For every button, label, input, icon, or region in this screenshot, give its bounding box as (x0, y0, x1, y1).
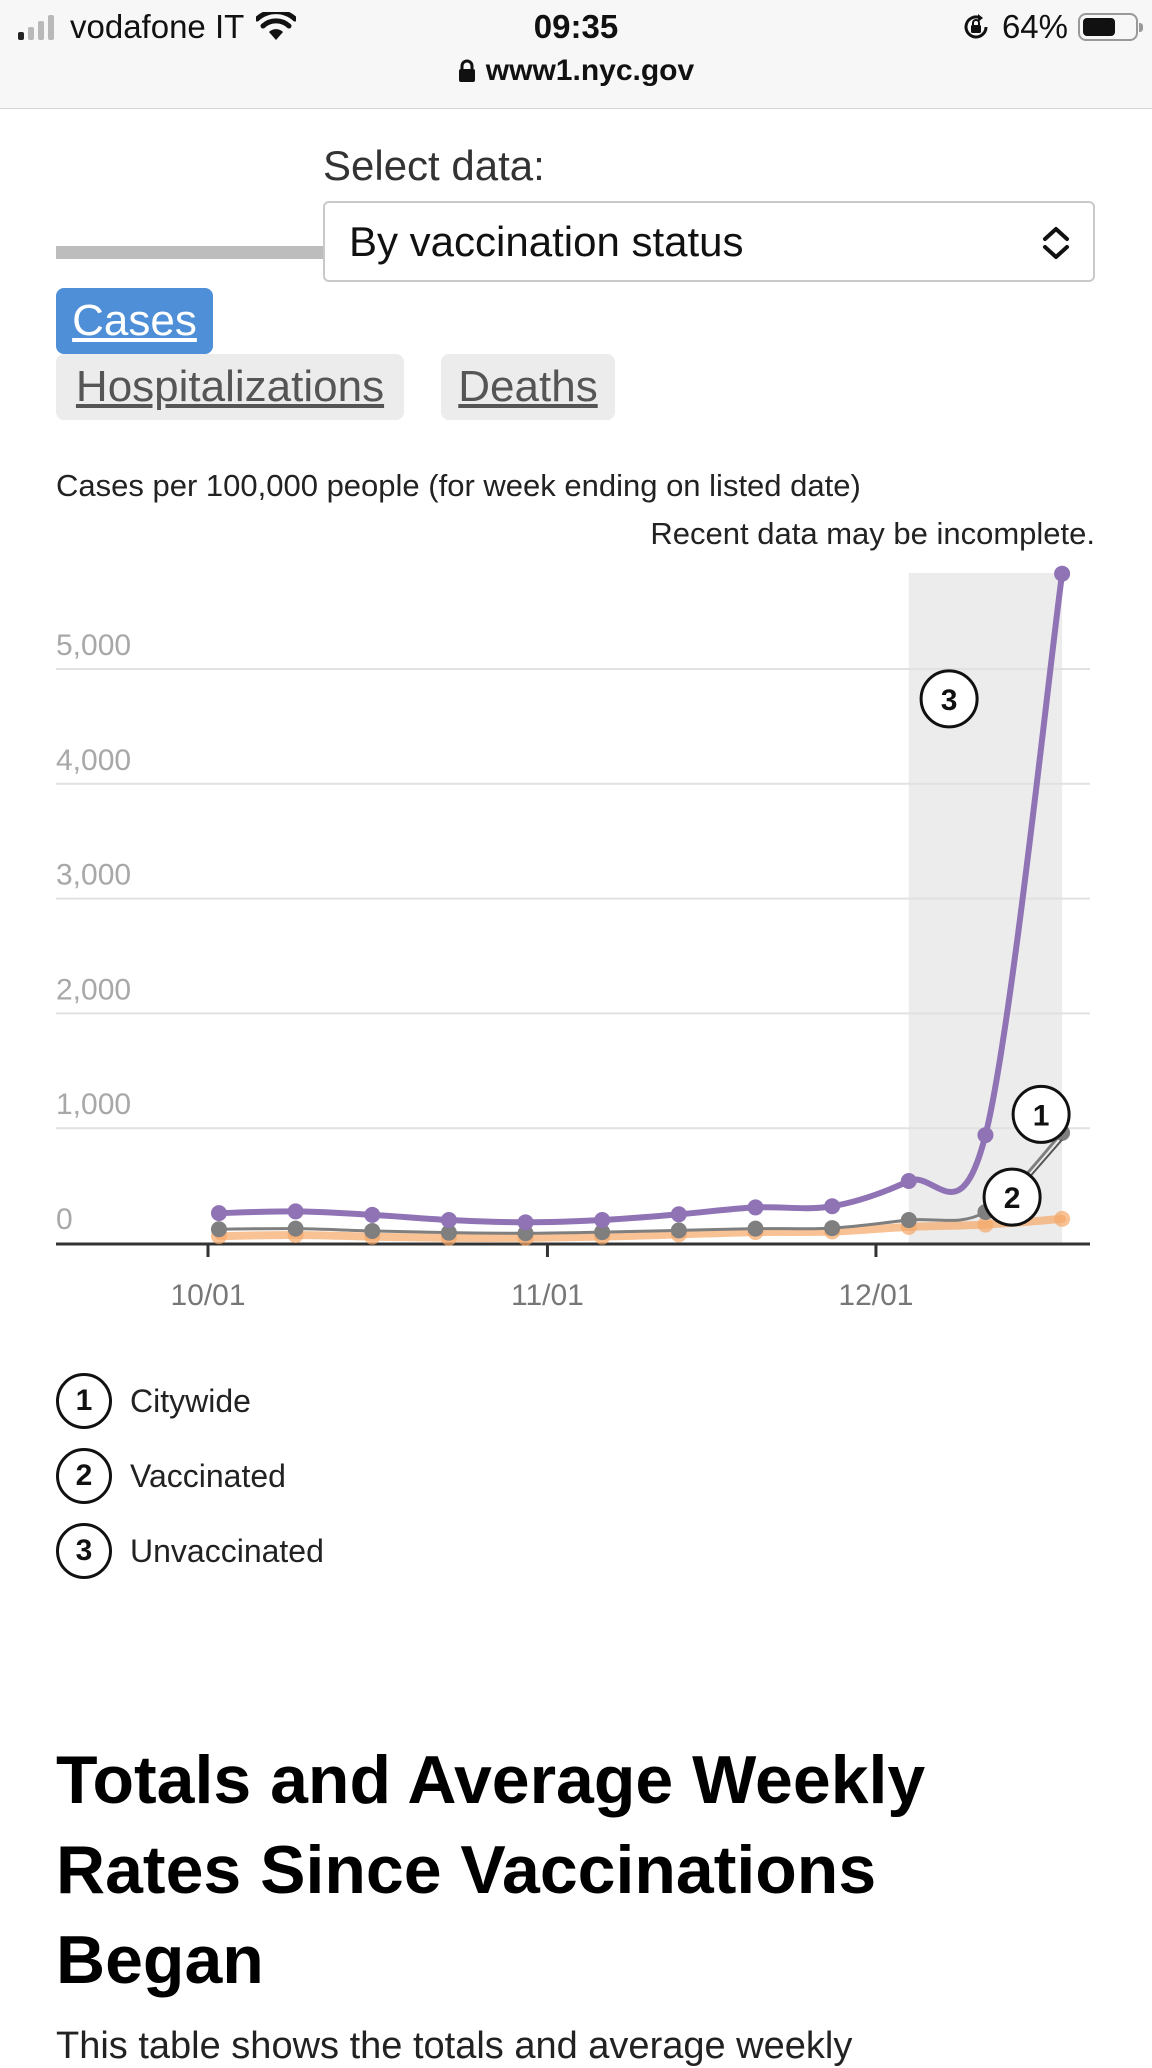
section-paragraph: This table shows the totals and average … (56, 2025, 853, 2067)
data-point-unvaccinated (440, 1212, 457, 1229)
data-point-unvaccinated (517, 1214, 534, 1231)
signal-icon (18, 14, 58, 40)
battery-icon (1078, 13, 1143, 41)
legend-number: 2 (56, 1448, 112, 1504)
status-time: 09:35 (533, 8, 619, 45)
data-point-unvaccinated (364, 1206, 381, 1223)
data-point-citywide (900, 1212, 917, 1229)
select-value: By vaccination status (349, 218, 744, 265)
rotation-lock-icon (964, 14, 988, 39)
legend-label: Vaccinated (130, 1457, 286, 1494)
chevron-updown-icon (1043, 227, 1069, 259)
legend-item-vaccinated: 2 Vaccinated (56, 1445, 324, 1507)
data-point-unvaccinated (210, 1205, 227, 1222)
legend-item-citywide: 1 Citywide (56, 1370, 324, 1432)
data-point-citywide (670, 1222, 687, 1239)
status-left: vodafone IT (18, 8, 297, 46)
status-right: 64% (962, 8, 1143, 46)
chart-legend: 1 Citywide 2 Vaccinated 3 Unvaccinated (56, 1370, 324, 1595)
x-tick-label: 12/01 (838, 1279, 913, 1312)
data-point-citywide (287, 1220, 304, 1237)
section-heading: Totals and Average Weekly Rates Since Va… (56, 1742, 926, 1998)
chart-title: Cases per 100,000 people (for week endin… (56, 468, 861, 503)
data-point-unvaccinated (1054, 565, 1071, 582)
y-tick-label: 2,000 (56, 973, 131, 1006)
data-point-unvaccinated (824, 1198, 841, 1215)
chart-note: Recent data may be incomplete. (650, 516, 1095, 551)
series-callout-circle (1011, 1084, 1071, 1144)
cases-line-chart: 0 1,000 2,000 3,000 4,000 5,000 10/01 11/01 12/0… (56, 565, 1090, 1312)
data-point-vaccinated (977, 1216, 994, 1233)
series-callout-number: 1 (1033, 1099, 1050, 1132)
y-tick-label: 1,000 (56, 1088, 131, 1121)
tab-hospitalizations[interactable]: Hospitalizations (56, 354, 404, 420)
battery-level (1083, 18, 1115, 36)
series-callout-number: 3 (941, 684, 958, 717)
url-text: www1.nyc.gov (485, 54, 695, 87)
x-tick-label: 11/01 (511, 1279, 584, 1312)
y-tick-label: 3,000 (56, 859, 131, 892)
data-point-unvaccinated (287, 1203, 304, 1220)
tab-cases[interactable]: Cases (56, 288, 213, 354)
data-point-unvaccinated (977, 1127, 994, 1144)
data-point-unvaccinated (670, 1206, 687, 1223)
address-bar[interactable]: www1.nyc.gov (0, 54, 1152, 88)
legend-label: Unvaccinated (130, 1532, 324, 1569)
data-point-citywide (824, 1220, 841, 1237)
legend-number: 3 (56, 1523, 112, 1579)
data-point-unvaccinated (747, 1199, 764, 1216)
tab-deaths[interactable]: Deaths (441, 354, 615, 420)
legend-number: 1 (56, 1373, 112, 1429)
slider-track (56, 246, 324, 259)
data-select[interactable]: By vaccination status (323, 201, 1095, 282)
y-tick-label: 5,000 (56, 629, 131, 662)
data-point-unvaccinated (900, 1173, 917, 1190)
select-label: Select data: (323, 142, 545, 189)
data-point-citywide (364, 1222, 381, 1239)
legend-item-unvaccinated: 3 Unvaccinated (56, 1520, 324, 1582)
y-tick-label: 0 (56, 1203, 73, 1236)
series-callout-number: 2 (1004, 1182, 1021, 1215)
data-point-citywide (747, 1220, 764, 1237)
data-point-unvaccinated (594, 1212, 611, 1229)
status-bar: vodafone IT 09:35 64% www1.nyc.gov (0, 0, 1152, 109)
data-point-citywide (210, 1221, 227, 1238)
battery-percent: 64% (1001, 8, 1068, 45)
carrier-name: vodafone IT (70, 8, 245, 45)
data-point-citywide (440, 1224, 457, 1241)
x-tick-label: 10/01 (170, 1279, 245, 1312)
lock-icon (458, 59, 475, 82)
legend-label: Citywide (130, 1382, 251, 1419)
data-point-citywide (594, 1224, 611, 1241)
wifi-icon (256, 12, 297, 40)
data-point-vaccinated (1054, 1210, 1071, 1227)
series-callout-circle (919, 669, 979, 729)
y-tick-label: 4,000 (56, 744, 131, 777)
series-callout-circle (982, 1167, 1042, 1227)
